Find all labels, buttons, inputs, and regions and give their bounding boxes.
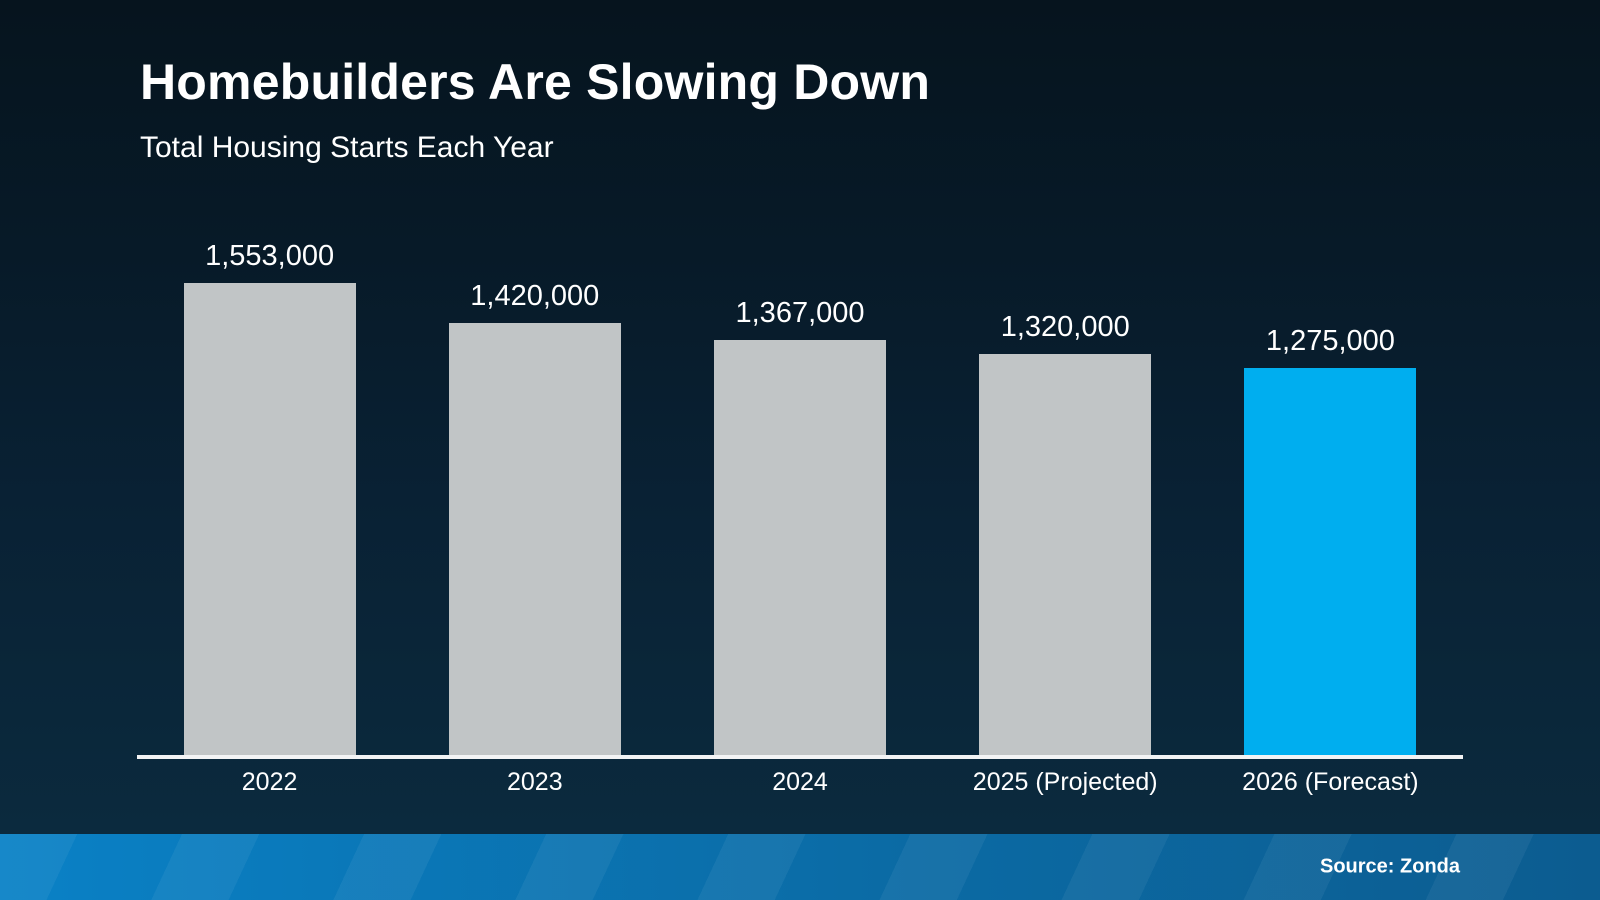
page-subtitle: Total Housing Starts Each Year — [140, 131, 554, 164]
chart-header: Homebuilders Are Slowing Down Total Hous… — [140, 55, 930, 165]
footer-bar: Source: Zonda — [0, 834, 1600, 900]
bar-2023 — [448, 323, 621, 755]
bar-group-2024: 1,367,000 — [667, 296, 932, 755]
x-axis-label-2026-forecast: 2026 (Forecast) — [1242, 768, 1419, 796]
bar-group-2025-projected: 1,320,000 — [933, 311, 1198, 755]
bar-2025-projected — [979, 353, 1152, 755]
bar-value-label: 1,420,000 — [470, 280, 600, 313]
bar-value-label: 1,367,000 — [735, 296, 865, 329]
bar-chart-plot: 1,553,000 1,420,000 1,367,000 1,320,000 … — [137, 0, 1463, 755]
bar-value-label: 1,275,000 — [1265, 324, 1395, 357]
page-title: Homebuilders Are Slowing Down — [140, 54, 931, 110]
x-axis-label-2025-projected: 2025 (Projected) — [972, 768, 1158, 796]
bar-value-label: 1,320,000 — [1000, 310, 1130, 343]
source-credit: Source: Zonda — [1319, 855, 1460, 878]
x-axis-label-2023: 2023 — [506, 768, 563, 796]
x-axis-line — [137, 755, 1463, 759]
bar-2026-forecast-highlighted — [1244, 367, 1417, 755]
x-axis-label-2024: 2024 — [772, 768, 828, 796]
bar-2024 — [714, 339, 886, 755]
x-axis-labels: 2022 2023 2024 2025 (Projected) 2026 (Fo… — [137, 768, 1463, 797]
bar-value-label: 1,553,000 — [205, 240, 335, 272]
bar-2022 — [183, 283, 356, 755]
x-axis-label-2022: 2022 — [241, 768, 298, 796]
bar-group-2026-forecast: 1,275,000 — [1198, 324, 1463, 755]
bar-group-2023: 1,420,000 — [402, 280, 667, 755]
bar-group-2022: 1,553,000 — [137, 240, 402, 755]
